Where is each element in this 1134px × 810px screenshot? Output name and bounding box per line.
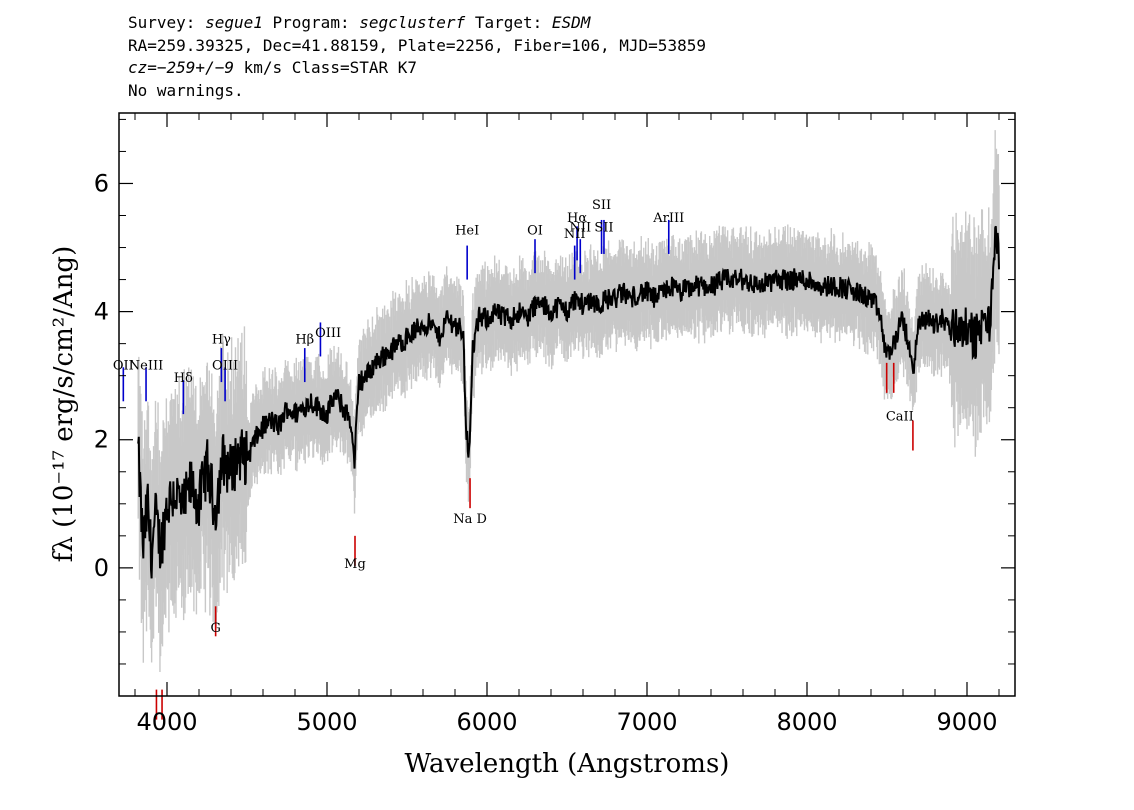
x-axis-label: Wavelength (Angstroms) [405, 749, 730, 779]
plot-frame [118, 112, 1016, 697]
target-label: Target: [474, 13, 543, 32]
target-value: ESDM [551, 13, 591, 32]
flux-layer [137, 225, 1000, 579]
line-label: Mg [344, 557, 366, 572]
line-label: NII [569, 221, 591, 236]
header-line-survey: Survey: segue1 Program: segclusterf Targ… [128, 12, 706, 35]
header-line-redshift: cz=−259+/−9 km/s Class=STAR K7 [128, 57, 706, 80]
line-label: G [210, 621, 220, 636]
line-label: OIII [315, 326, 341, 341]
spectrum-header: Survey: segue1 Program: segclusterf Targ… [128, 12, 706, 102]
header-line-warnings: No warnings. [128, 80, 244, 100]
line-label: Hβ [295, 333, 314, 348]
line-label: Hγ [212, 333, 231, 348]
line-label: OII [113, 358, 134, 373]
class-text: Class=STAR K7 [291, 58, 418, 77]
line-label: SII [594, 221, 613, 236]
y-axis-label: fλ (10⁻¹⁷ erg/s/cm²/Ang) [49, 246, 79, 562]
y-tick-label: 4 [94, 298, 109, 326]
line-label: SII [592, 198, 611, 213]
line-label: Na D [453, 512, 487, 527]
x-tick-label: 8000 [776, 708, 837, 736]
line-label: OIII [212, 358, 238, 373]
y-tick-label: 0 [94, 554, 109, 582]
line-label: NeIII [129, 358, 163, 373]
survey-label: Survey: [128, 13, 196, 32]
cz-value: cz=−259+/−9 [128, 58, 234, 77]
x-tick-label: 5000 [296, 708, 357, 736]
header-line-coordinates: RA=259.39325, Dec=41.88159, Plate=2256, … [128, 35, 706, 55]
y-tick-label: 2 [94, 426, 109, 454]
x-tick-label: 6000 [456, 708, 517, 736]
cz-units: km/s [243, 58, 283, 77]
line-label: NII [564, 227, 586, 242]
x-tick-label: 4000 [136, 708, 197, 736]
program-value: segclusterf [359, 13, 466, 32]
program-label: Program: [272, 13, 350, 32]
line-label: ArIII [652, 211, 684, 226]
line-label: HeI [455, 224, 479, 239]
line-label: Hδ [174, 371, 193, 386]
spectral-lines-layer [122, 219, 914, 720]
y-tick-label: 6 [94, 169, 109, 197]
x-tick-label: 7000 [616, 708, 677, 736]
survey-value: segue1 [205, 13, 263, 32]
flux-series-line [137, 225, 1000, 579]
line-label: Hα [567, 211, 587, 226]
line-label: OI [527, 224, 543, 239]
x-tick-label: 9000 [936, 708, 997, 736]
axis-ticks: 4000 5000 6000 7000 8000 9000 0 2 4 6 [94, 113, 1015, 736]
line-label: CaII [886, 410, 914, 425]
